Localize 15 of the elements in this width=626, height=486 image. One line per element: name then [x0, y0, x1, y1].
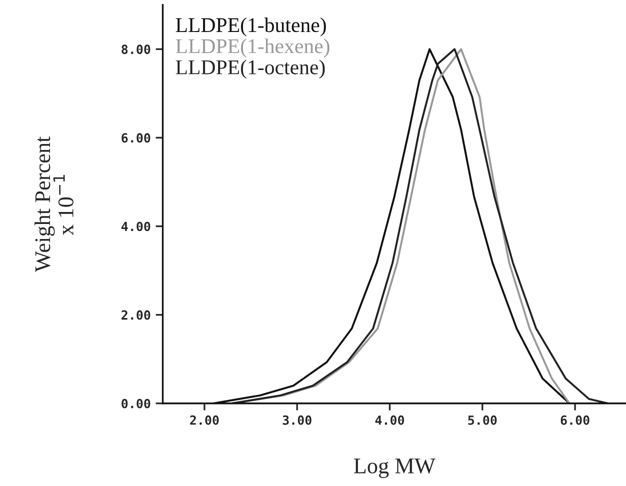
text: LLDPE(1-butene) [176, 17, 326, 36]
x-tick-label: 4.00 [375, 415, 404, 425]
y-tick-label: 2.00 [122, 310, 150, 320]
y-axis-title: Weight Percent x 10$^{−1}$ [34, 136, 74, 272]
y-tick-label: 4.00 [121, 222, 150, 232]
x-tick-label: 2.00 [190, 415, 219, 425]
x-axis-title: Log MW [354, 458, 436, 478]
x-tick-label: 6.00 [560, 415, 590, 425]
y-tick-label: 0.00 [122, 398, 150, 408]
text: LLDPE(1-hexene) [176, 38, 330, 58]
x-tick-label: 3.00 [282, 415, 312, 425]
x-tick-label: 5.00 [468, 415, 497, 425]
text: LLDPE(1-octene) [176, 60, 325, 79]
y-tick-label: 8.00 [122, 44, 150, 54]
y-tick-label: 6.00 [122, 133, 150, 143]
